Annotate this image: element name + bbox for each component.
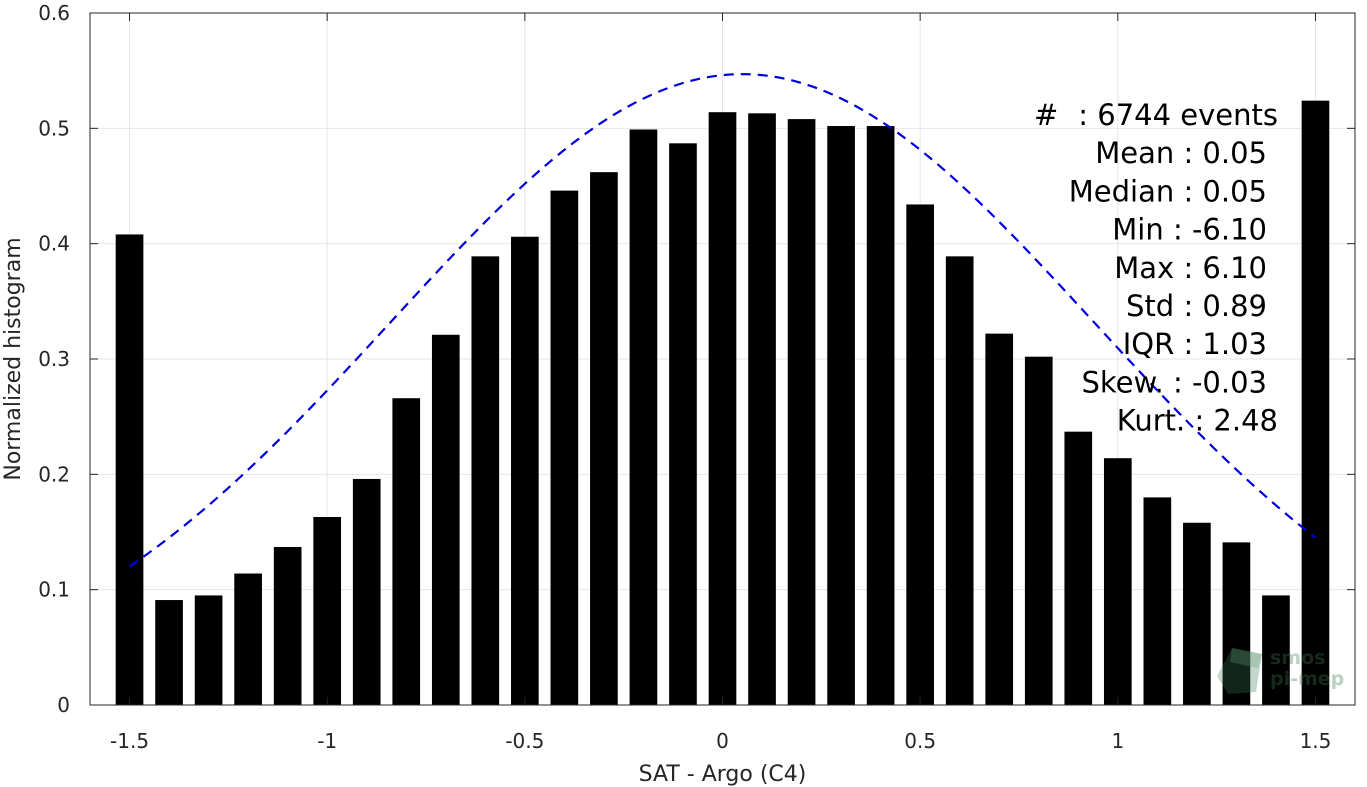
bar-18 [827, 126, 855, 705]
stats-label-7: Skew. [1081, 365, 1173, 399]
gaussian-fit [128, 73, 1317, 568]
bar-6 [352, 478, 381, 705]
bar-26 [1143, 497, 1172, 705]
bar-13 [629, 129, 658, 705]
x-axis-label: SAT - Argo (C4) [639, 762, 807, 787]
stats-value-7: : -0.03 [1173, 365, 1267, 399]
x-tick-label-5: 1 [1111, 729, 1124, 753]
y-tick-label-2: 0.2 [38, 462, 70, 486]
bar-30 [1301, 100, 1330, 706]
bar-4 [273, 546, 302, 705]
bar-0 [115, 234, 144, 705]
stats-value-5: : 0.89 [1183, 289, 1267, 323]
y-tick-label-0: 0 [57, 693, 70, 717]
bar-19 [866, 126, 895, 705]
bar-28 [1222, 542, 1251, 705]
stats-label-2: Median [1069, 174, 1184, 208]
stats-value-3: : -6.10 [1173, 213, 1267, 247]
stats-value-2: : 0.05 [1183, 174, 1267, 208]
bars [115, 100, 1330, 706]
bar-7 [392, 398, 421, 705]
watermark-line2: pi-mep [1270, 668, 1344, 690]
stats-value-6: : 1.03 [1183, 327, 1267, 361]
watermark-line1: smos [1270, 647, 1325, 669]
stats-line-0: # : 6744 events [1034, 98, 1278, 132]
stats-line-7: Skew. : -0.03 [1081, 365, 1267, 399]
bar-22 [985, 333, 1014, 705]
bar-24 [1064, 431, 1093, 705]
bar-21 [945, 256, 974, 705]
bar-8 [431, 334, 460, 705]
y-tick-label-4: 0.4 [38, 232, 70, 256]
bar-2 [194, 595, 223, 705]
stats-label-4: Max [1114, 251, 1183, 285]
y-axis-label: Normalized histogram [1, 237, 26, 480]
x-tick-label-6: 1.5 [1300, 729, 1332, 753]
stats-label-5: Std [1126, 289, 1183, 323]
watermark: smos pi-mep [1217, 647, 1344, 694]
x-tick-label-4: 0.5 [904, 729, 936, 753]
stats-line-2: Median : 0.05 [1069, 174, 1267, 208]
stats-line-6: IQR : 1.03 [1123, 327, 1267, 361]
bar-27 [1183, 522, 1211, 705]
bar-20 [906, 204, 934, 705]
y-tick-label-3: 0.3 [38, 347, 70, 371]
bar-11 [550, 190, 579, 705]
bar-14 [669, 143, 697, 705]
x-tick-label-1: -1 [317, 729, 337, 753]
bar-10 [511, 236, 539, 705]
stats-line-3: Min : -6.10 [1112, 213, 1267, 247]
bar-12 [590, 172, 618, 705]
bar-17 [787, 119, 816, 705]
stats-line-5: Std : 0.89 [1126, 289, 1267, 323]
stats-label-1: Mean [1095, 136, 1183, 170]
x-tick-label-3: 0 [716, 729, 729, 753]
stats-value-4: : 6.10 [1183, 251, 1267, 285]
y-axis-ticks: 0 0.1 0.2 0.3 0.4 0.5 0.6 [38, 1, 1355, 717]
stats-label-6: IQR [1123, 327, 1184, 361]
bar-29 [1262, 595, 1290, 705]
bar-1 [155, 600, 183, 705]
bar-3 [234, 573, 262, 705]
stats-label-3: Min [1112, 213, 1173, 247]
stats-line-1: Mean : 0.05 [1095, 136, 1267, 170]
x-tick-label-0: -1.5 [110, 729, 149, 753]
stats-value-1: : 0.05 [1183, 136, 1267, 170]
bar-15 [708, 112, 737, 706]
y-tick-label-6: 0.6 [38, 1, 70, 25]
stats-value-8: : 2.48 [1194, 404, 1278, 438]
bar-25 [1103, 458, 1132, 705]
bar-23 [1024, 356, 1053, 705]
y-tick-label-5: 0.5 [38, 116, 70, 140]
bar-16 [748, 113, 776, 706]
stats-label-0: # [1034, 98, 1058, 132]
y-tick-label-1: 0.1 [38, 578, 70, 602]
smos-pimep-logo-icon [1217, 648, 1262, 694]
fit-curve-line [128, 73, 1317, 568]
bar-9 [471, 256, 500, 705]
bar-5 [313, 517, 342, 705]
x-tick-label-2: -0.5 [505, 729, 544, 753]
stats-line-8: Kurt. : 2.48 [1117, 404, 1278, 438]
stats-label-8: Kurt. [1117, 404, 1195, 438]
stats-line-4: Max : 6.10 [1114, 251, 1267, 285]
stats-value-0: : 6744 events [1078, 98, 1278, 132]
x-axis-ticks: -1.5 -1 -0.5 0 0.5 1 1.5 [110, 13, 1331, 753]
